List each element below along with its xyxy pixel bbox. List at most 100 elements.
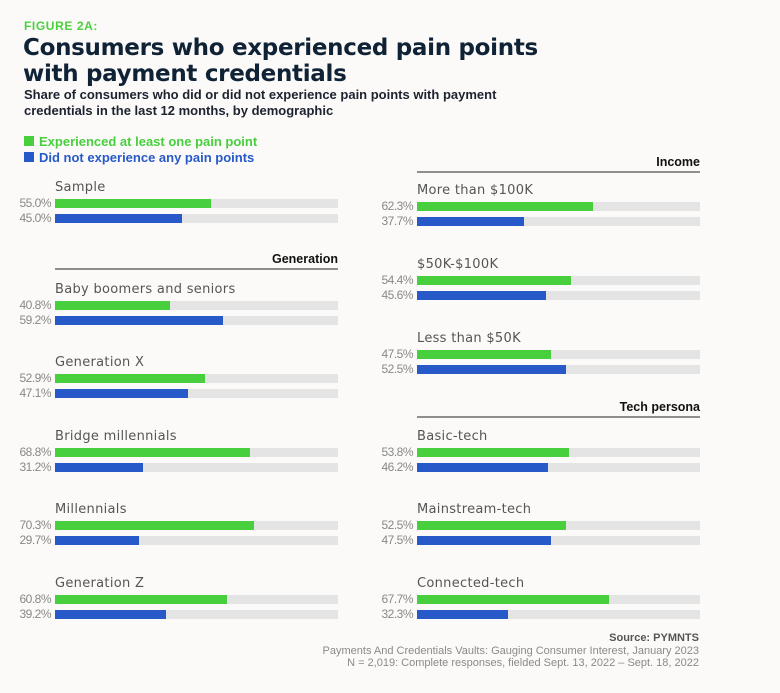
value-label-less-than-50k-experienced: 47.5%	[381, 347, 413, 361]
value-label-baby-boomers-and-seniors-not-experienced: 59.2%	[19, 313, 51, 327]
figure-label: FIGURE 2A:	[24, 19, 99, 33]
chart-subtitle: Share of consumers who did or did not ex…	[24, 87, 497, 118]
bar-baby-boomers-and-seniors-not-experienced	[55, 316, 223, 325]
bar-track-sample	[55, 199, 338, 208]
group-label-mainstream-tech: Mainstream-tech	[417, 502, 532, 517]
bar-track-50k-100k	[417, 276, 700, 285]
bar-track-generation-x	[55, 374, 338, 383]
value-label-connected-tech-experienced: 67.7%	[381, 592, 413, 606]
value-label-more-than-100k-experienced: 62.3%	[381, 199, 413, 213]
value-label-less-than-50k-not-experienced: 52.5%	[381, 362, 413, 376]
bar-more-than-100k-not-experienced	[417, 217, 524, 226]
value-label-mainstream-tech-experienced: 52.5%	[381, 518, 413, 532]
bar-basic-tech-not-experienced	[417, 463, 548, 472]
value-label-baby-boomers-and-seniors-experienced: 40.8%	[19, 298, 51, 312]
bar-sample-not-experienced	[55, 214, 183, 223]
bar-50k-100k-not-experienced	[417, 291, 547, 300]
value-label-connected-tech-not-experienced: 32.3%	[381, 607, 413, 621]
value-label-generation-x-experienced: 52.9%	[19, 371, 51, 385]
bar-track-generation-z	[55, 610, 338, 619]
bar-track-bridge-millennials	[55, 463, 338, 472]
bar-track-generation-z	[55, 595, 338, 604]
value-label-sample-not-experienced: 45.0%	[19, 211, 51, 225]
bar-track-more-than-100k	[417, 202, 700, 211]
bar-track-millennials	[55, 521, 338, 530]
legend-item-not-experienced: Did not experience any pain points	[24, 149, 257, 165]
value-label-bridge-millennials-not-experienced: 31.2%	[19, 460, 51, 474]
value-label-more-than-100k-not-experienced: 37.7%	[381, 214, 413, 228]
group-label-generation-x: Generation X	[55, 355, 145, 370]
group-label-connected-tech: Connected-tech	[417, 576, 525, 591]
value-label-basic-tech-not-experienced: 46.2%	[381, 460, 413, 474]
bar-track-baby-boomers-and-seniors	[55, 316, 338, 325]
bar-less-than-50k-experienced	[417, 350, 552, 359]
group-label-baby-boomers-and-seniors: Baby boomers and seniors	[55, 282, 236, 297]
group-label-millennials: Millennials	[55, 502, 127, 517]
chart-title: Consumers who experienced pain points wi…	[23, 35, 538, 87]
source-note: Source: PYMNTS Payments And Credentials …	[323, 632, 699, 670]
bar-bridge-millennials-experienced	[55, 448, 250, 457]
bar-track-more-than-100k	[417, 217, 700, 226]
source-line-2: N = 2,019: Complete responses, fielded S…	[347, 657, 699, 669]
bar-track-mainstream-tech	[417, 536, 700, 545]
value-label-millennials-not-experienced: 29.7%	[19, 533, 51, 547]
bar-track-millennials	[55, 536, 338, 545]
value-label-generation-z-experienced: 60.8%	[19, 592, 51, 606]
section-divider-income	[417, 171, 700, 173]
bar-generation-x-not-experienced	[55, 389, 189, 398]
legend-swatch-experienced	[24, 136, 34, 146]
bar-sample-experienced	[55, 199, 211, 208]
legend-label-experienced: Experienced at least one pain point	[39, 133, 258, 149]
bar-track-less-than-50k	[417, 350, 700, 359]
value-label-basic-tech-experienced: 53.8%	[381, 445, 413, 459]
bar-basic-tech-experienced	[417, 448, 570, 457]
bar-generation-x-experienced	[55, 374, 205, 383]
section-heading-generation: Generation	[272, 252, 338, 266]
value-label-generation-x-not-experienced: 47.1%	[19, 386, 51, 400]
bar-track-bridge-millennials	[55, 448, 338, 457]
bar-millennials-experienced	[55, 521, 254, 530]
legend-label-not-experienced: Did not experience any pain points	[39, 149, 255, 165]
bar-track-mainstream-tech	[417, 521, 700, 530]
group-label-generation-z: Generation Z	[55, 576, 145, 591]
bar-more-than-100k-experienced	[417, 202, 594, 211]
section-divider-tech-persona	[417, 416, 700, 418]
legend: Experienced at least one pain point Did …	[24, 133, 257, 165]
value-label-millennials-experienced: 70.3%	[19, 518, 51, 532]
bar-track-baby-boomers-and-seniors	[55, 301, 338, 310]
section-heading-tech-persona: Tech persona	[619, 400, 700, 414]
bar-generation-z-experienced	[55, 595, 228, 604]
value-label-bridge-millennials-experienced: 68.8%	[19, 445, 51, 459]
legend-item-experienced: Experienced at least one pain point	[24, 133, 257, 149]
legend-swatch-not-experienced	[24, 152, 34, 162]
value-label-50k-100k-experienced: 54.4%	[381, 273, 413, 287]
bar-bridge-millennials-not-experienced	[55, 463, 144, 472]
bar-generation-z-not-experienced	[55, 610, 166, 619]
section-divider-generation	[55, 268, 338, 270]
group-label-less-than-50k: Less than $50K	[417, 331, 521, 346]
group-label-more-than-100k: More than $100K	[417, 183, 534, 198]
value-label-50k-100k-not-experienced: 45.6%	[381, 288, 413, 302]
bar-50k-100k-experienced	[417, 276, 571, 285]
bar-track-generation-x	[55, 389, 338, 398]
source-head: Source: PYMNTS	[609, 632, 699, 644]
section-heading-income: Income	[656, 155, 700, 169]
group-label-bridge-millennials: Bridge millennials	[55, 429, 177, 444]
bar-baby-boomers-and-seniors-experienced	[55, 301, 171, 310]
bar-track-connected-tech	[417, 610, 700, 619]
bar-track-basic-tech	[417, 463, 700, 472]
bar-mainstream-tech-experienced	[417, 521, 566, 530]
value-label-generation-z-not-experienced: 39.2%	[19, 607, 51, 621]
bar-less-than-50k-not-experienced	[417, 365, 566, 374]
bar-track-basic-tech	[417, 448, 700, 457]
bar-mainstream-tech-not-experienced	[417, 536, 552, 545]
group-label-50k-100k: $50K-$100K	[417, 257, 499, 272]
bar-track-50k-100k	[417, 291, 700, 300]
group-label-sample: Sample	[55, 180, 106, 195]
value-label-sample-experienced: 55.0%	[19, 196, 51, 210]
source-line-1: Payments And Credentials Vaults: Gauging…	[322, 644, 699, 657]
bar-millennials-not-experienced	[55, 536, 140, 545]
value-label-mainstream-tech-not-experienced: 47.5%	[381, 533, 413, 547]
group-label-basic-tech: Basic-tech	[417, 429, 488, 444]
bar-track-connected-tech	[417, 595, 700, 604]
